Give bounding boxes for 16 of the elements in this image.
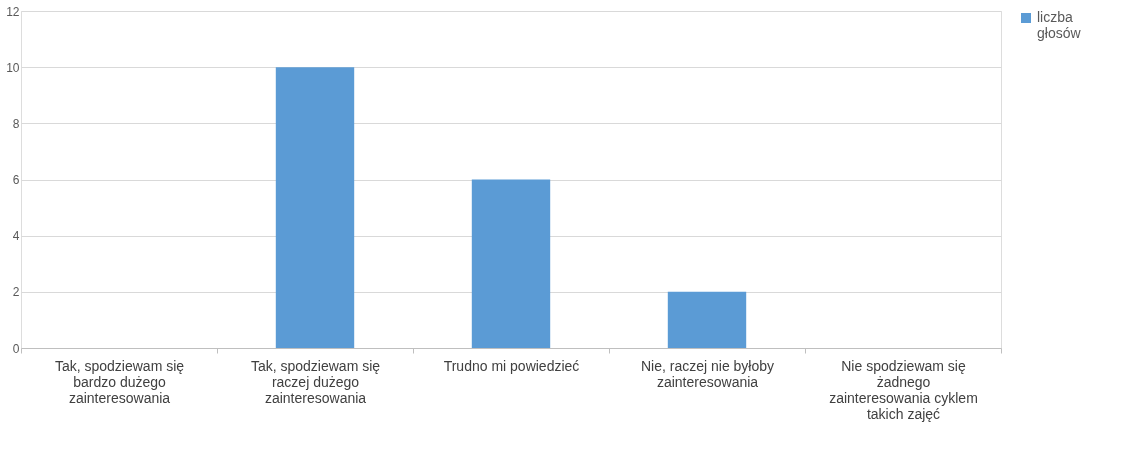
bar — [667, 291, 747, 348]
y-tick-label: 8 — [12, 116, 20, 131]
x-tick-label: Tak, spodziewam się bardzo dużego zainteresowania — [54, 357, 185, 406]
y-tick-label: 0 — [12, 341, 20, 356]
x-tick-label: Trudno mi powiedzieć — [443, 357, 580, 374]
bar — [471, 179, 551, 348]
y-tick-label: 6 — [12, 173, 20, 187]
legend-label: liczba głosów — [1037, 9, 1082, 41]
y-tick-label: 12 — [6, 4, 20, 19]
x-tick-label: Nie spodziewam się żadnego zainteresowania cyklem takich zajęć — [829, 357, 978, 422]
x-tick-label: Nie, raczej nie byłoby zainteresowania — [640, 357, 775, 390]
y-tick-label: 10 — [6, 60, 20, 75]
bar — [275, 67, 355, 348]
y-tick-label: 4 — [12, 229, 20, 244]
x-tick-label: Tak, spodziewam się raczej dużego zainteresowania — [250, 357, 381, 406]
y-tick-label: 2 — [12, 285, 20, 300]
